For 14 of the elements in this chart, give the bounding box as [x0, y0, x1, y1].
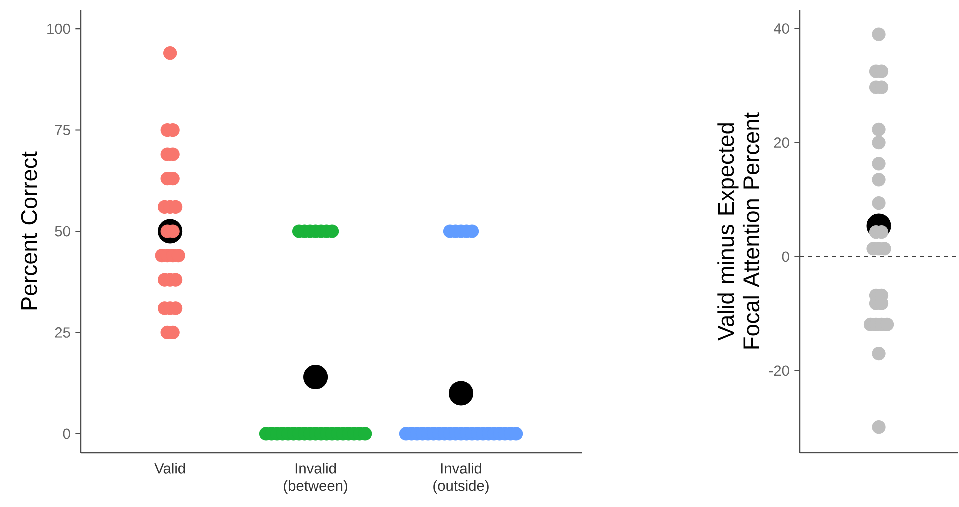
- y-tick-label: 20: [774, 138, 790, 148]
- y-tick-label: 0: [63, 428, 70, 440]
- x-tick-label: Valid: [154, 463, 186, 474]
- y-tick-label: -20: [769, 366, 790, 376]
- x-tick-label: Invalid (between): [284, 463, 348, 494]
- y-tick-label: 100: [48, 24, 70, 34]
- y-axis-title: Percent Correct: [21, 152, 38, 310]
- y-tick-label: 40: [774, 24, 790, 34]
- y-tick-label: 50: [55, 226, 70, 237]
- y-tick-label: 0: [782, 252, 790, 262]
- x-tick-label: Invalid (outside): [434, 463, 489, 494]
- y-axis-title: Valid minus Expected Focal Attention Percent: [718, 112, 760, 349]
- y-tick-label: 25: [55, 328, 70, 338]
- y-tick-label: 75: [55, 125, 70, 136]
